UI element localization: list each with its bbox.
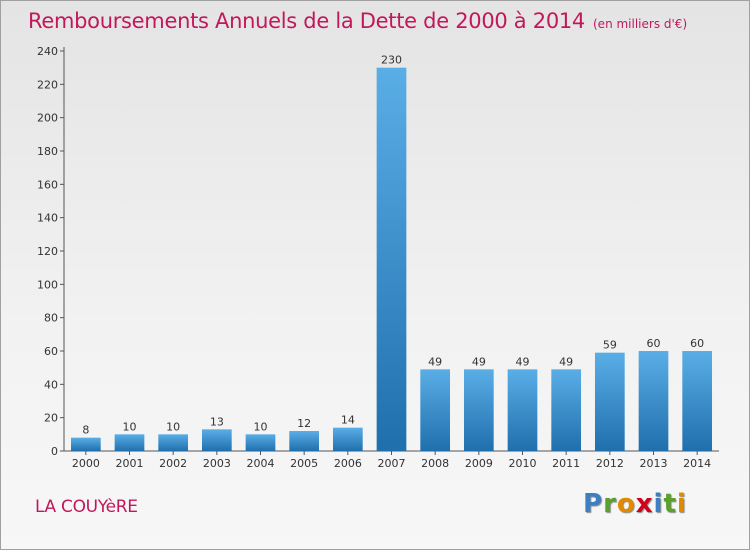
y-tick-label: 200 [37, 112, 58, 125]
chart-subtitle: (en milliers d'€) [593, 17, 688, 31]
x-tick-label: 2012 [596, 457, 624, 470]
x-tick-label: 2000 [72, 457, 100, 470]
x-tick-label: 2009 [465, 457, 493, 470]
bar [70, 437, 101, 451]
bar [158, 434, 189, 451]
logo-letter: P [583, 489, 604, 519]
y-tick-label: 180 [37, 145, 58, 158]
x-tick-label: 2013 [640, 457, 668, 470]
x-tick-label: 2010 [509, 457, 537, 470]
bar [245, 434, 276, 451]
bar-value-label: 10 [254, 420, 268, 433]
y-tick-label: 100 [37, 278, 58, 291]
logo-letter: r [603, 489, 617, 519]
x-tick-label: 2014 [683, 457, 711, 470]
bar-value-label: 60 [647, 337, 661, 350]
logo-letter: o [616, 489, 636, 519]
bar-value-label: 10 [166, 420, 180, 433]
bar-value-label: 49 [472, 355, 486, 368]
bar-value-label: 49 [559, 355, 573, 368]
commune-name: LA COUYèRE [35, 497, 138, 517]
y-tick-label: 140 [37, 212, 58, 225]
y-tick-label: 160 [37, 178, 58, 191]
bar-value-label: 12 [297, 417, 311, 430]
bar [289, 431, 320, 451]
y-tick-label: 60 [44, 345, 58, 358]
bar [201, 429, 232, 451]
y-tick-label: 80 [44, 312, 58, 325]
x-tick-label: 2007 [378, 457, 406, 470]
chart-title: Remboursements Annuels de la Dette de 20… [28, 9, 585, 33]
bar-value-label: 49 [516, 355, 530, 368]
bar-value-label: 8 [82, 424, 89, 437]
bar [682, 351, 713, 451]
bar [114, 434, 145, 451]
x-tick-label: 2001 [116, 457, 144, 470]
bar-value-label: 10 [123, 420, 137, 433]
bar-value-label: 59 [603, 339, 617, 352]
bar [638, 351, 669, 451]
bar-value-label: 60 [690, 337, 704, 350]
y-tick-label: 240 [37, 45, 58, 58]
bar-value-label: 13 [210, 415, 224, 428]
bar-value-label: 14 [341, 414, 355, 427]
x-tick-label: 2011 [552, 457, 580, 470]
y-tick-label: 20 [44, 412, 58, 425]
y-tick-label: 220 [37, 78, 58, 91]
bar [332, 427, 363, 451]
logo-letter: x [635, 489, 654, 519]
x-tick-label: 2006 [334, 457, 362, 470]
bar [463, 369, 494, 451]
bar [376, 67, 407, 452]
bar [551, 369, 582, 451]
y-tick-label: 40 [44, 378, 58, 391]
logo-letter: i [676, 489, 687, 519]
bar [420, 369, 451, 451]
x-tick-label: 2005 [290, 457, 318, 470]
proxiti-logo: Proxiti [583, 489, 687, 519]
x-tick-label: 2002 [159, 457, 187, 470]
bar-value-label: 230 [381, 54, 402, 67]
x-tick-label: 2008 [421, 457, 449, 470]
y-tick-label: 0 [51, 445, 58, 458]
y-tick-label: 120 [37, 245, 58, 258]
logo-letter: t [663, 489, 677, 519]
x-tick-label: 2003 [203, 457, 231, 470]
bar [594, 352, 625, 451]
title-row: Remboursements Annuels de la Dette de 20… [28, 9, 687, 33]
logo-letter: i [653, 489, 664, 519]
x-tick-label: 2004 [247, 457, 275, 470]
bar [507, 369, 538, 451]
bar-value-label: 49 [428, 355, 442, 368]
